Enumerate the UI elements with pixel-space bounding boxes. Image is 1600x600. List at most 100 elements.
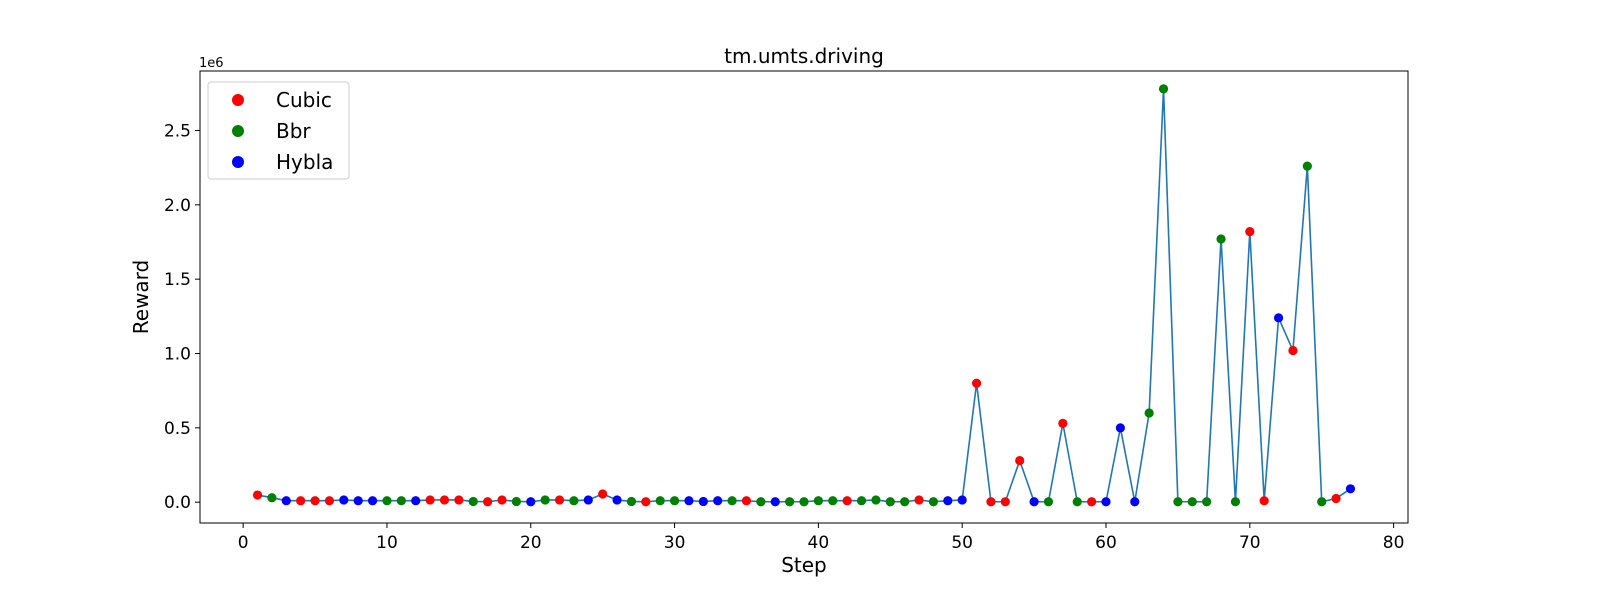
- data-point-bbr: [1187, 497, 1197, 507]
- plot-frame: [199, 70, 1409, 524]
- x-tick-label: 80: [1383, 533, 1405, 553]
- data-point-cubic: [1245, 226, 1255, 237]
- data-point-hybla: [943, 496, 953, 506]
- x-axis-label: Step: [781, 553, 827, 577]
- data-point-cubic: [296, 496, 306, 506]
- data-point-cubic: [252, 490, 263, 500]
- data-point-cubic: [1015, 455, 1025, 466]
- reward-line: [257, 88, 1351, 503]
- data-point-hybla: [353, 496, 363, 506]
- data-point-hybla: [1029, 497, 1039, 507]
- legend: Cubic Bbr Hybla: [207, 81, 350, 180]
- data-point-cubic: [971, 378, 982, 388]
- data-point-bbr: [396, 496, 406, 506]
- y-tick-label: 0.5: [164, 419, 191, 439]
- data-point-bbr: [928, 497, 939, 507]
- legend-marker-hybla: [232, 156, 244, 168]
- data-point-bbr: [569, 496, 579, 506]
- data-point-bbr: [468, 496, 478, 507]
- data-point-cubic: [1331, 493, 1341, 504]
- data-point-bbr: [267, 493, 277, 503]
- data-point-hybla: [684, 496, 694, 506]
- chart-title: tm.umts.driving: [724, 44, 884, 68]
- data-point-bbr: [828, 496, 838, 506]
- data-point-hybla: [367, 496, 378, 506]
- legend-box: [207, 81, 350, 180]
- data-point-bbr: [1317, 497, 1327, 507]
- y-tick-label: 0.0: [164, 493, 191, 513]
- data-point-hybla: [1130, 497, 1140, 507]
- data-point-cubic: [1259, 496, 1269, 506]
- data-point-hybla: [281, 496, 291, 506]
- legend-label-bbr: Bbr: [276, 119, 311, 143]
- data-point-hybla: [770, 497, 780, 507]
- y-tick-label: 2.5: [164, 121, 191, 141]
- data-point-bbr: [1202, 497, 1212, 507]
- data-point-bbr: [626, 496, 637, 507]
- data-point-hybla: [411, 496, 421, 506]
- data-point-bbr: [756, 497, 766, 507]
- data-point-cubic: [741, 496, 752, 506]
- data-point-bbr: [382, 496, 392, 506]
- data-point-bbr: [1230, 497, 1241, 507]
- data-point-cubic: [497, 495, 507, 505]
- data-point-hybla: [713, 496, 723, 506]
- data-point-hybla: [1345, 484, 1356, 494]
- data-point-bbr: [1173, 497, 1183, 507]
- data-point-cubic: [598, 489, 608, 499]
- data-point-bbr: [511, 496, 521, 507]
- data-point-bbr: [1043, 497, 1054, 507]
- data-point-bbr: [1216, 234, 1226, 244]
- x-tick-label: 20: [520, 533, 542, 553]
- data-point-bbr: [900, 497, 910, 507]
- x-tick-label: 30: [664, 533, 686, 553]
- data-point-bbr: [785, 497, 795, 507]
- data-point-bbr: [885, 497, 895, 507]
- x-tick-label: 60: [1095, 533, 1117, 553]
- x-tick-label: 10: [376, 533, 398, 553]
- data-point-bbr: [856, 496, 867, 506]
- data-point-cubic: [914, 495, 924, 505]
- data-point-hybla: [612, 495, 622, 505]
- legend-label-cubic: Cubic: [276, 88, 332, 112]
- legend-marker-bbr: [232, 125, 244, 137]
- x-axis-ticks: 0 10 20 30 40 50 60 70 80: [238, 523, 1405, 553]
- data-point-cubic: [324, 496, 335, 506]
- x-tick-label: 50: [951, 533, 973, 553]
- x-tick-label: 70: [1239, 533, 1261, 553]
- y-tick-label: 1.0: [164, 345, 191, 365]
- data-point-bbr: [1144, 408, 1154, 418]
- data-point-cubic: [842, 496, 852, 506]
- data-point-bbr: [655, 496, 665, 506]
- data-point-hybla: [957, 495, 967, 505]
- data-point-hybla: [1101, 497, 1111, 507]
- x-tick-label: 0: [238, 533, 249, 553]
- data-point-bbr: [540, 495, 550, 505]
- data-point-hybla: [526, 497, 536, 507]
- data-point-bbr: [1072, 497, 1082, 507]
- data-point-bbr: [871, 495, 881, 505]
- data-point-cubic: [554, 495, 565, 505]
- data-point-cubic: [986, 497, 996, 507]
- data-point-bbr: [1158, 84, 1169, 94]
- data-point-cubic: [425, 495, 435, 505]
- data-point-cubic: [1058, 418, 1068, 428]
- y-axis-label: Reward: [129, 260, 153, 334]
- data-point-cubic: [1000, 497, 1010, 507]
- data-point-hybla: [1115, 423, 1125, 433]
- y-tick-label: 1.5: [164, 270, 191, 290]
- data-point-hybla: [583, 495, 593, 505]
- data-point-bbr: [813, 496, 823, 506]
- data-point-cubic: [1288, 345, 1298, 356]
- legend-marker-cubic: [232, 94, 244, 106]
- x-tick-label: 40: [808, 533, 830, 553]
- legend-label-hybla: Hybla: [276, 150, 333, 174]
- data-point-cubic: [1087, 497, 1097, 507]
- data-point-cubic: [310, 496, 320, 506]
- data-point-cubic: [454, 495, 464, 505]
- data-point-hybla: [339, 495, 349, 505]
- data-point-bbr: [669, 496, 680, 506]
- data-point-bbr: [727, 496, 737, 506]
